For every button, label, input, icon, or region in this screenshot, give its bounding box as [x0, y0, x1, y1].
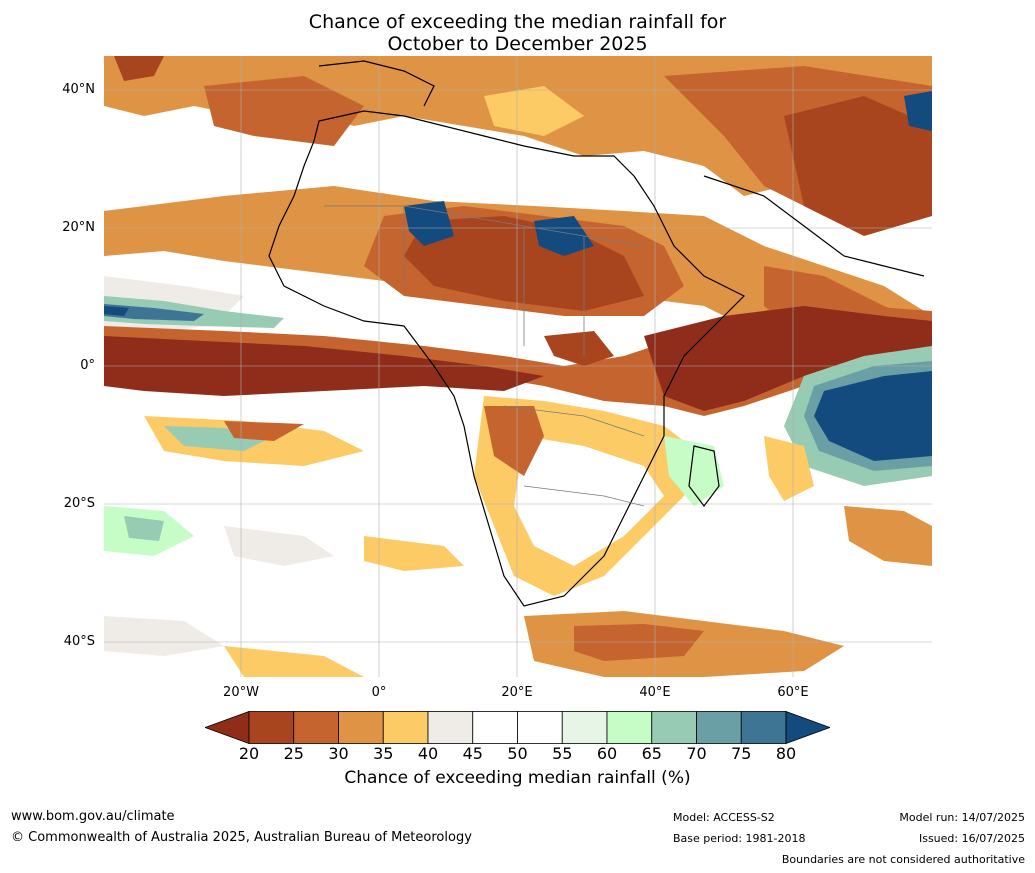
colorbar-label: Chance of exceeding median rainfall (%): [344, 768, 691, 788]
colorbar-cell: [338, 711, 384, 744]
coastlines: [268, 60, 925, 607]
colorbar-tick-label: 75: [731, 744, 752, 763]
lon-label-20w: 20°W: [223, 685, 259, 700]
colorbar-tick-label: 35: [373, 744, 394, 763]
colorbar-cell: [561, 711, 608, 744]
madagascar-region: [664, 436, 814, 506]
footer-model: Model: ACCESS-S2: [673, 811, 775, 824]
colorbar-cell: [293, 711, 339, 744]
colorbar-cell: [427, 711, 474, 744]
colorbar-tick-label: 30: [328, 744, 349, 763]
colorbar-tick-label: 20: [238, 744, 260, 763]
colorbar-cell: [517, 711, 563, 744]
lon-label-20e: 20°E: [501, 685, 533, 700]
lat-label-40n: 40°N: [62, 82, 95, 97]
country-borders: [324, 205, 645, 507]
rainfall-map: [104, 56, 932, 677]
colorbar-tick-label: 65: [641, 744, 662, 763]
colorbar-extend-low: [205, 711, 250, 744]
graticule: [104, 56, 932, 677]
colorbar-tick-label: 25: [283, 744, 304, 763]
colorbar-tick-label: 80: [775, 744, 797, 763]
colorbar-tick-label: 70: [686, 744, 707, 763]
lon-label-60e: 60°E: [777, 685, 809, 700]
footer-model-run: Model run: 14/07/2025: [899, 811, 1025, 824]
colorbar-tick-label: 55: [552, 744, 573, 763]
lat-label-20n: 20°N: [62, 220, 95, 235]
colorbar-cell: [651, 711, 697, 744]
lat-label-40s: 40°S: [63, 634, 95, 649]
southern-africa: [474, 396, 704, 596]
colorbar-cell: [472, 711, 518, 744]
colorbar-cell: [740, 711, 787, 744]
colorbar-tick-label: 45: [462, 744, 483, 763]
footer-url[interactable]: www.bom.gov.au/climate: [11, 809, 175, 824]
north-dry-region: [104, 56, 932, 236]
atlantic-wet-patch: [104, 296, 284, 328]
lat-label-0: 0°: [80, 358, 95, 373]
colorbar-cell: [606, 711, 653, 744]
colorbar-tick-label: 60: [596, 744, 618, 763]
footer-issued: Issued: 16/07/2025: [918, 832, 1025, 845]
indian-ocean-wet-region: [784, 346, 932, 486]
map-title-line2: October to December 2025: [387, 33, 648, 55]
colorbar-cell: [696, 711, 742, 744]
footer-copyright: © Commonwealth of Australia 2025, Austra…: [11, 830, 472, 845]
south-dry-belt: [104, 506, 932, 677]
colorbar-cell: [248, 711, 295, 744]
colorbar-extend-high: [785, 711, 830, 744]
footer-base-period: Base period: 1981-2018: [673, 832, 806, 845]
south-atlantic-mixed: [104, 416, 464, 571]
lat-label-20s: 20°S: [63, 496, 95, 511]
footer-disclaimer: Boundaries are not considered authoritat…: [781, 853, 1025, 866]
colorbar-tick-label: 50: [507, 744, 528, 763]
colorbar-tick-label: 40: [417, 744, 439, 763]
colorbar: [205, 711, 830, 744]
map-title-line1: Chance of exceeding the median rainfall …: [308, 11, 727, 33]
map-canvas: [104, 56, 932, 677]
lon-label-0: 0°: [371, 685, 387, 700]
colorbar-cell: [382, 711, 429, 744]
lon-label-40e: 40°E: [639, 685, 671, 700]
